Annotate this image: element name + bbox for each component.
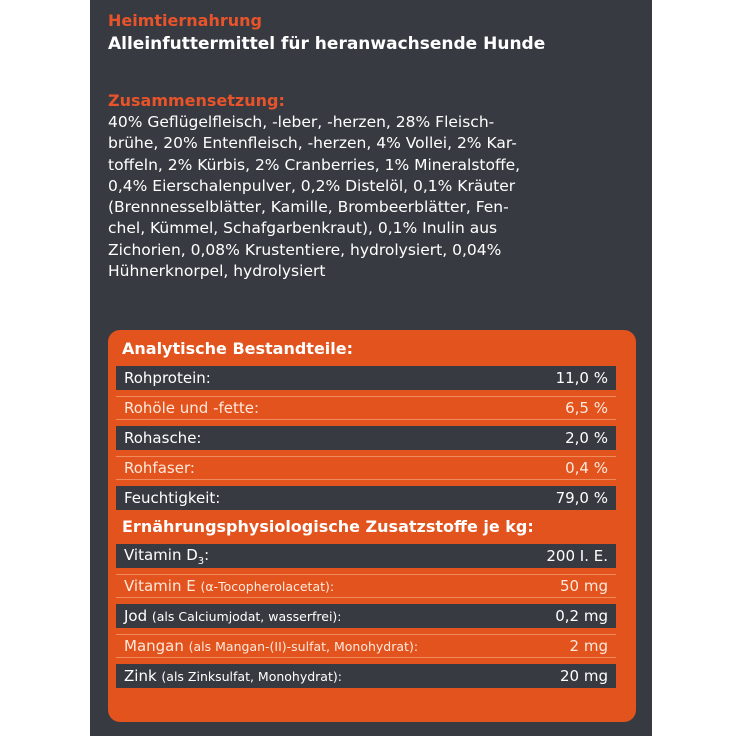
composition-line: Hühnerknorpel, hydrolysiert (108, 262, 326, 281)
row-value: 79,0 % (555, 489, 608, 507)
analysis-row-rohfaser: Rohfaser: 0,4 % (116, 456, 616, 480)
composition-line: 0,4% Eierschalenpulver, 0,2% Distelöl, 0… (108, 176, 516, 195)
analysis-row-feuchtigkeit: Feuchtigkeit: 79,0 % (116, 486, 616, 510)
row-name: Vitamin E (α-Tocopherolacetat): (124, 577, 334, 595)
additives-heading: Ernährungsphysiologische Zusatzstoffe je… (122, 517, 534, 536)
additive-name: Vitamin D (124, 545, 198, 564)
row-name: Rohfaser: (124, 459, 195, 477)
additive-detail: (als Mangan-(II)-sulfat, Monohydrat): (188, 639, 419, 654)
composition-line: 40% Geflügelfleisch, -leber, -herzen, 28… (108, 113, 495, 131)
additive-row-vitamin-e: Vitamin E (α-Tocopherolacetat): 50 mg (116, 574, 616, 598)
row-value: 20 mg (560, 667, 608, 685)
row-value: 0,4 % (565, 459, 608, 477)
composition-line: (Brennnesselblätter, Kamille, Brombeerbl… (108, 198, 509, 217)
analysis-row-rohoele: Rohöle und -fette: 6,5 % (116, 396, 616, 420)
additive-row-zink: Zink (als Zinksulfat, Monohydrat): 20 mg (116, 664, 616, 688)
product-type: Alleinfuttermittel für heranwachsende Hu… (108, 34, 546, 54)
analysis-row-rohprotein: Rohprotein: 11,0 % (116, 366, 616, 390)
additive-detail: (als Zinksulfat, Monohydrat): (161, 669, 342, 684)
row-name: Rohöle und -fette: (124, 399, 260, 417)
analysis-heading: Analytische Bestandteile: (122, 339, 354, 358)
composition-line: Zichorien, 0,08% Krustentiere, hydrolysi… (108, 240, 502, 259)
additive-subscript: 3 (197, 555, 205, 567)
composition-line: brühe, 20% Entenfleisch, -herzen, 4% Vol… (108, 134, 517, 153)
composition-heading: Zusammensetzung: (108, 91, 285, 110)
row-value: 2 mg (569, 637, 608, 655)
row-name: Feuchtigkeit: (124, 489, 221, 507)
row-name: Rohprotein: (124, 369, 211, 387)
additive-detail: (α-Tocopherolacetat): (200, 579, 335, 594)
composition-block: Zusammensetzung: 40% Geflügelfleisch, -l… (108, 90, 628, 282)
additive-name: Jod (124, 607, 152, 625)
row-name: Jod (als Calciumjodat, wasserfrei): (124, 607, 342, 625)
row-name: Rohasche: (124, 429, 202, 447)
additive-name: Zink (124, 667, 162, 685)
row-name: Zink (als Zinksulfat, Monohydrat): (124, 667, 342, 685)
analysis-row-rohasche: Rohasche: 2,0 % (116, 426, 616, 450)
row-name: Mangan (als Mangan-(II)-sulfat, Monohydr… (124, 637, 418, 655)
analysis-box: Analytische Bestandteile: Rohprotein: 11… (108, 330, 636, 722)
row-value: 200 I. E. (546, 547, 608, 565)
additive-detail: (als Calciumjodat, wasserfrei): (151, 609, 342, 624)
additive-suffix: : (204, 545, 210, 564)
composition-line: chel, Kümmel, Schafgarbenkraut), 0,1% In… (108, 219, 498, 238)
composition-line: toffeln, 2% Kürbis, 2% Cranberries, 1% M… (108, 155, 521, 174)
row-value: 50 mg (560, 577, 608, 595)
product-category: Heimtiernahrung (108, 11, 262, 30)
label-panel: Heimtiernahrung Alleinfuttermittel für h… (90, 0, 652, 736)
row-value: 6,5 % (565, 399, 608, 417)
product-type-block: Heimtiernahrung Alleinfuttermittel für h… (108, 10, 545, 56)
additive-row-jod: Jod (als Calciumjodat, wasserfrei): 0,2 … (116, 604, 616, 628)
additive-name: Mangan (124, 637, 189, 655)
row-value: 0,2 mg (555, 607, 608, 625)
composition-text: 40% Geflügelfleisch, -leber, -herzen, 28… (108, 112, 628, 282)
additive-name: Vitamin E (124, 577, 201, 595)
additive-row-vitamin-d3: Vitamin D3: 200 I. E. (116, 544, 616, 568)
row-name: Vitamin D3: (124, 546, 209, 567)
row-value: 2,0 % (565, 429, 608, 447)
additive-row-mangan: Mangan (als Mangan-(II)-sulfat, Monohydr… (116, 634, 616, 658)
row-value: 11,0 % (555, 369, 608, 387)
